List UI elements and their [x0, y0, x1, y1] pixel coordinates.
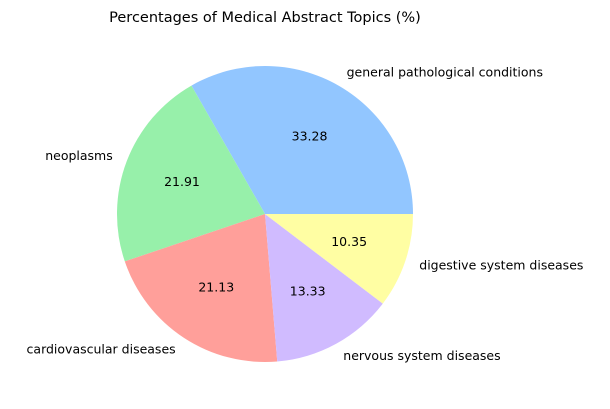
pie-category-label-1: neoplasms — [45, 148, 113, 163]
pie-category-label-3: nervous system diseases — [343, 348, 500, 363]
pie-slice-4 — [265, 214, 414, 304]
pie-slice-1 — [117, 85, 266, 262]
pie-slices — [117, 65, 414, 363]
pie-slice-3 — [265, 214, 383, 362]
pie-value-label-1: 21.91 — [164, 174, 200, 189]
pie-value-label-2: 21.13 — [198, 280, 234, 295]
chart-title: Percentages of Medical Abstract Topics (… — [109, 10, 421, 26]
pie-value-label-0: 33.28 — [292, 129, 328, 144]
pie-value-label-3: 13.33 — [290, 283, 326, 298]
pie-category-label-4: digestive system diseases — [419, 258, 583, 273]
pie-slice-2 — [124, 214, 278, 363]
pie-value-label-4: 10.35 — [331, 234, 367, 249]
pie-category-label-2: cardiovascular diseases — [27, 342, 176, 357]
pie-category-label-0: general pathological conditions — [347, 65, 543, 80]
pie-slice-0 — [191, 65, 413, 215]
pie-labels: 33.28 general pathological conditions 21.9… — [27, 65, 584, 364]
